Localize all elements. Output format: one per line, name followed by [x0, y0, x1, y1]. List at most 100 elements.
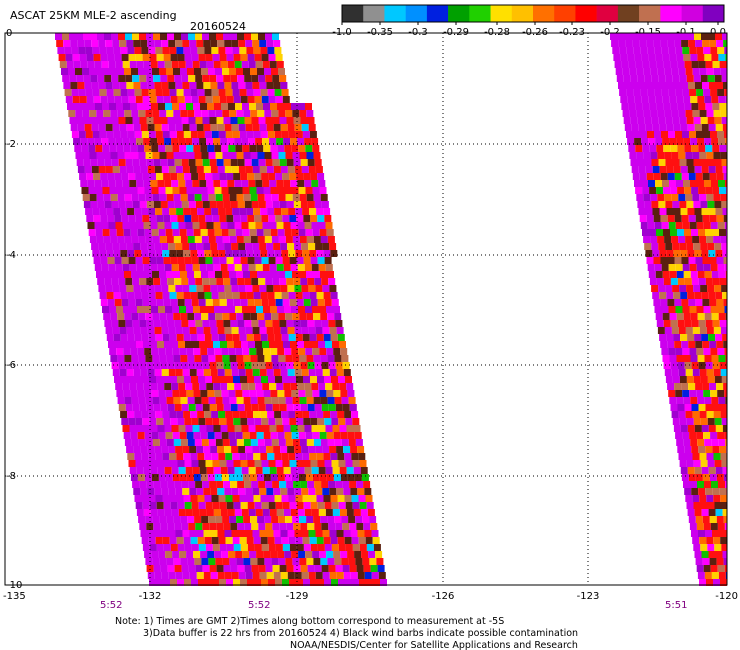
data-cell	[713, 327, 721, 334]
data-cell	[348, 439, 356, 446]
data-cell	[218, 334, 226, 341]
data-cell	[704, 355, 712, 362]
data-cell	[264, 516, 272, 523]
data-cell	[247, 54, 255, 61]
data-cell	[704, 271, 712, 278]
data-cell	[208, 439, 216, 446]
data-cell	[313, 397, 321, 404]
data-cell	[151, 348, 159, 355]
data-cell	[165, 551, 173, 558]
data-cell	[203, 530, 211, 537]
data-cell	[328, 362, 336, 369]
data-cell	[125, 201, 133, 208]
data-cell	[712, 488, 720, 495]
data-cell	[320, 194, 328, 201]
data-cell	[723, 40, 727, 47]
data-cell	[227, 425, 235, 432]
data-cell	[81, 187, 89, 194]
data-cell	[143, 425, 151, 432]
data-cell	[671, 369, 679, 376]
data-cell	[612, 47, 620, 54]
data-cell	[155, 411, 163, 418]
data-cell	[154, 446, 162, 453]
data-cell	[216, 201, 224, 208]
data-cell	[78, 131, 86, 138]
data-cell	[677, 446, 685, 453]
data-cell	[700, 376, 708, 383]
data-cell	[268, 544, 276, 551]
data-cell	[147, 327, 155, 334]
data-cell	[213, 180, 221, 187]
data-cell	[362, 516, 370, 523]
data-cell	[295, 411, 303, 418]
data-cell	[649, 61, 657, 68]
data-cell	[352, 418, 360, 425]
data-cell	[146, 201, 154, 208]
data-cell	[289, 257, 297, 264]
data-cell	[94, 138, 102, 145]
data-cell	[681, 383, 689, 390]
data-cell	[611, 40, 619, 47]
data-cell	[328, 404, 336, 411]
data-cell	[238, 166, 246, 173]
data-cell	[649, 278, 657, 285]
data-cell	[715, 334, 723, 341]
data-cell	[260, 495, 268, 502]
data-cell	[703, 348, 711, 355]
data-cell	[297, 467, 305, 474]
data-cell	[307, 523, 315, 530]
data-cell	[124, 439, 132, 446]
data-cell	[238, 124, 246, 131]
data-cell	[292, 516, 300, 523]
data-cell	[208, 558, 216, 565]
data-cell	[673, 334, 681, 341]
data-cell	[138, 397, 146, 404]
data-cell	[234, 425, 242, 432]
data-cell	[695, 173, 703, 180]
data-cell	[144, 229, 152, 236]
data-cell	[262, 138, 270, 145]
data-cell	[129, 180, 137, 187]
data-cell	[169, 334, 177, 341]
data-cell	[89, 194, 97, 201]
data-cell	[304, 509, 312, 516]
data-cell	[351, 453, 359, 460]
data-cell	[265, 117, 273, 124]
data-cell	[309, 334, 317, 341]
data-cell	[202, 320, 210, 327]
data-cell	[123, 432, 131, 439]
data-cell	[324, 257, 332, 264]
data-cell	[332, 383, 340, 390]
data-cell	[618, 82, 625, 89]
data-cell	[98, 82, 106, 89]
data-cell	[168, 327, 176, 334]
data-cell	[224, 327, 232, 334]
data-cell	[713, 495, 721, 502]
data-cell	[98, 40, 106, 47]
data-cell	[89, 68, 96, 75]
data-cell	[722, 292, 727, 299]
data-cell	[164, 180, 172, 187]
data-cell	[118, 159, 126, 166]
data-cell	[323, 495, 331, 502]
data-cell	[174, 320, 182, 327]
data-cell	[280, 166, 288, 173]
data-cell	[251, 33, 258, 40]
data-cell	[331, 418, 339, 425]
data-cell	[183, 453, 191, 460]
data-cell	[259, 446, 267, 453]
data-cell	[221, 551, 229, 558]
data-cell	[223, 117, 231, 124]
data-cell	[247, 579, 254, 586]
data-cell	[232, 131, 240, 138]
data-cell	[122, 138, 130, 145]
data-cell	[200, 145, 208, 152]
data-cell	[715, 551, 723, 558]
data-cell	[182, 446, 190, 453]
data-cell	[276, 222, 284, 229]
data-cell	[231, 124, 239, 131]
data-cell	[199, 425, 207, 432]
data-cell	[266, 369, 274, 376]
data-cell	[216, 523, 224, 530]
data-cell	[272, 159, 280, 166]
